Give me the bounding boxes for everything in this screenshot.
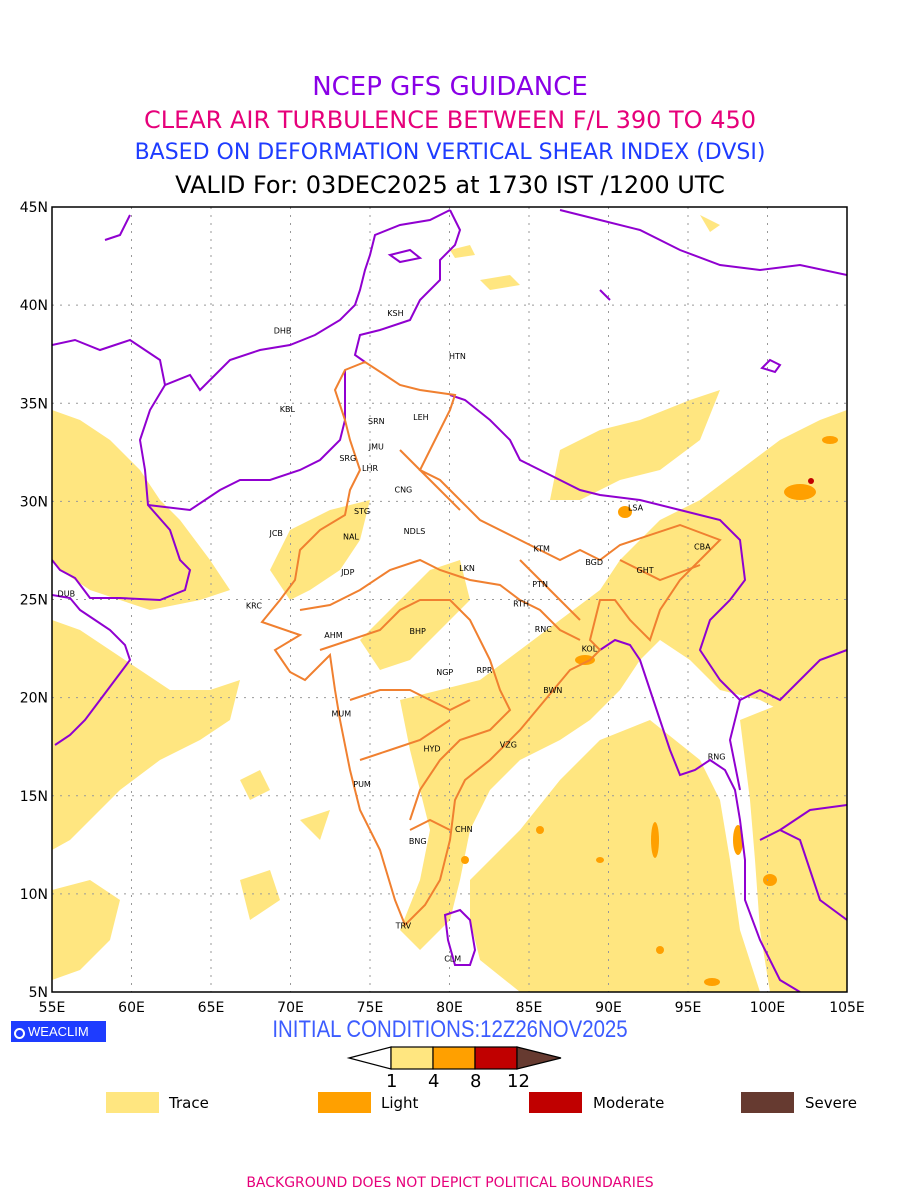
turbulence-areas	[52, 207, 847, 992]
india-boundaries	[260, 360, 722, 927]
colorbar-level: 8	[470, 1071, 482, 1092]
lon-tick-label: 80E	[436, 1000, 463, 1016]
city-label: AHM	[324, 631, 342, 640]
city-label: CBA	[694, 543, 711, 552]
city-label: CNG	[394, 486, 412, 495]
city-label: STG	[354, 507, 370, 516]
city-label: HYD	[423, 745, 440, 754]
city-label: KBL	[280, 405, 296, 414]
lat-tick-label: 30N	[20, 494, 48, 510]
city-label: JMU	[368, 442, 384, 451]
city-label: RNC	[535, 625, 553, 634]
colorbar-light	[432, 1046, 476, 1070]
city-label: CLM	[444, 955, 461, 964]
city-label: RTH	[513, 599, 529, 608]
city-label: LHR	[362, 464, 378, 473]
city-labels: KSH DHB HTN KBL SRN LEH JMU SRG LHR CNG STG LSA JCB N…	[58, 309, 726, 964]
lon-tick-label: 95E	[675, 1000, 702, 1016]
lat-tick-label: 25N	[20, 593, 48, 609]
city-label: PTN	[532, 580, 548, 589]
colorbar-severe	[516, 1046, 562, 1070]
city-label: KTM	[534, 544, 551, 553]
lat-tick-label: 15N	[20, 789, 48, 805]
city-label: GHT	[637, 566, 654, 575]
logo-ring-icon	[14, 1028, 25, 1039]
city-label: KRC	[246, 601, 262, 610]
legend-swatch-light	[318, 1092, 371, 1113]
city-label: LSA	[628, 503, 644, 512]
lon-tick-label: 100E	[750, 1000, 786, 1016]
lat-tick-label: 20N	[20, 691, 48, 707]
city-label: KSH	[387, 309, 403, 318]
colorbar	[346, 1046, 562, 1070]
lon-tick-label: 75E	[357, 1000, 384, 1016]
city-label: HTN	[449, 352, 466, 361]
city-label: PUM	[353, 780, 371, 789]
chart-method: BASED ON DEFORMATION VERTICAL SHEAR INDE…	[134, 140, 766, 165]
lon-tick-label: 70E	[277, 1000, 304, 1016]
city-label: LEH	[413, 413, 429, 422]
lon-tick-label: 105E	[829, 1000, 865, 1016]
city-label: VZG	[500, 741, 517, 750]
axis-ticks: 55E 60E 65E 70E 75E 80E 85E 90E 95E 100E 105E 45N 40…	[20, 200, 865, 1016]
coastlines-borders	[52, 209, 847, 992]
weaclim-logo: WEACLIM	[11, 1021, 106, 1042]
city-label: TRV	[395, 921, 412, 930]
colorbar-level: 1	[386, 1071, 398, 1092]
colorbar-moderate	[474, 1046, 518, 1070]
city-label: BWN	[543, 686, 562, 695]
map-frame	[51, 206, 848, 993]
legend-label-moderate: Moderate	[593, 1094, 665, 1112]
city-label: NAL	[343, 533, 359, 542]
city-label: CHN	[455, 825, 473, 834]
chart-subtitle: CLEAR AIR TURBULENCE BETWEEN F/L 390 TO …	[143, 106, 757, 134]
legend-label-trace: Trace	[169, 1094, 209, 1112]
lat-tick-label: 40N	[20, 298, 48, 314]
lon-tick-label: 55E	[39, 1000, 66, 1016]
legend-swatch-moderate	[529, 1092, 582, 1113]
lat-tick-label: 45N	[20, 200, 48, 216]
city-label: JDP	[340, 568, 355, 577]
lon-tick-label: 60E	[118, 1000, 145, 1016]
legend-label-light: Light	[381, 1094, 419, 1112]
city-label: MUM	[332, 709, 352, 718]
lat-tick-label: 35N	[20, 396, 48, 412]
colorbar-trace	[390, 1046, 434, 1070]
city-label: NGP	[436, 668, 453, 677]
city-label: NDLS	[404, 527, 426, 536]
city-label: BHP	[410, 627, 427, 636]
legend-swatch-trace	[106, 1092, 159, 1113]
colorbar-level: 12	[507, 1071, 530, 1092]
city-label: DUB	[58, 590, 76, 599]
city-label: SRN	[368, 417, 385, 426]
lon-tick-label: 85E	[516, 1000, 543, 1016]
city-label: RNG	[708, 753, 726, 762]
logo-text: WEACLIM	[28, 1024, 89, 1039]
city-label: SRG	[339, 454, 356, 463]
lat-tick-label: 10N	[20, 887, 48, 903]
city-label: LKN	[459, 564, 475, 573]
legend-label-severe: Severe	[805, 1094, 857, 1112]
lon-tick-label: 65E	[198, 1000, 225, 1016]
city-label: RPR	[477, 666, 493, 675]
lat-tick-label: 5N	[29, 985, 48, 1001]
initial-conditions: INITIAL CONDITIONS:12Z26NOV2025	[272, 1016, 628, 1043]
chart-title: NCEP GFS GUIDANCE	[312, 72, 588, 102]
footer-disclaimer: BACKGROUND DOES NOT DEPICT POLITICAL BOU…	[246, 1175, 654, 1191]
city-label: KOL	[582, 645, 598, 654]
legend-swatch-severe	[741, 1092, 794, 1113]
city-label: JCB	[268, 529, 282, 538]
city-label: DHB	[274, 327, 292, 336]
city-label: BGD	[585, 558, 603, 567]
lon-tick-label: 90E	[595, 1000, 622, 1016]
colorbar-level: 4	[428, 1071, 440, 1092]
city-label: BNG	[409, 837, 427, 846]
colorbar-below	[346, 1046, 392, 1070]
valid-time: VALID For: 03DEC2025 at 1730 IST /1200 U…	[175, 171, 725, 199]
